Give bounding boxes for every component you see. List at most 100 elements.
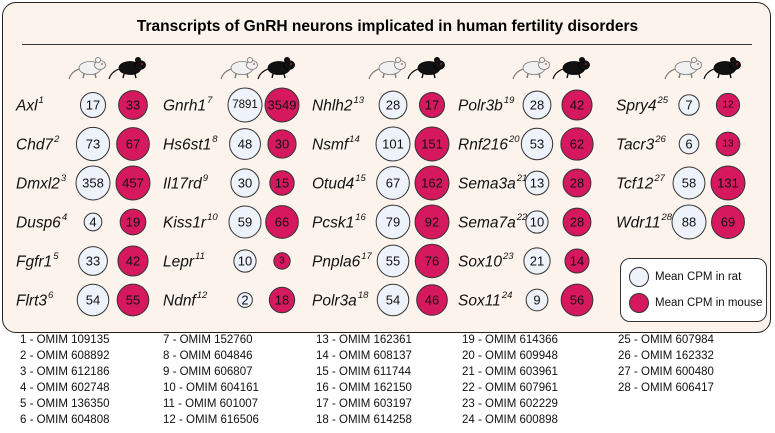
rat-cpm-circle (525, 210, 549, 234)
legend-mouse-swatch (629, 293, 649, 313)
gene-name: Polr3b (458, 98, 503, 115)
rat-cpm-circle (75, 126, 111, 162)
mouse-cpm-value: 131 (717, 176, 739, 191)
omim-ref-superscript: 14 (349, 134, 360, 145)
mouse-cpm-value: 14 (570, 254, 584, 269)
gene-name: Gnrh1 (163, 98, 206, 115)
omim-reference: 21 - OMIM 603961 (462, 366, 558, 378)
gene-name: Nsmf (312, 137, 350, 154)
mouse-cpm-circle (267, 129, 297, 159)
rat-cpm-circle (376, 166, 410, 200)
rat-cpm-value: 33 (86, 254, 100, 269)
title-divider (22, 44, 752, 45)
gene-name: Fgfr1 (16, 254, 52, 271)
rat-cpm-circle (671, 204, 707, 240)
mouse-cpm-value: 19 (126, 215, 140, 230)
mouse-cpm-value: 13 (722, 139, 734, 150)
omim-reference: 17 - OMIM 603197 (316, 398, 412, 410)
mouse-cpm-circle (117, 245, 149, 277)
legend-row-mouse: Mean CPM in mouse (629, 292, 762, 314)
rat-icon (68, 57, 106, 80)
rat-cpm-circle (524, 170, 550, 196)
mouse-cpm-circle (560, 127, 594, 161)
mouse-cpm-value: 46 (425, 293, 439, 308)
rat-cpm-circle (375, 204, 411, 240)
rat-cpm-circle (229, 128, 261, 160)
omim-reference: 23 - OMIM 602229 (462, 398, 558, 410)
omim-ref-superscript: 13 (354, 95, 365, 106)
gene-name: Lepr (163, 254, 195, 271)
mouse-cpm-value: 18 (275, 293, 289, 308)
mouse-cpm-circle (561, 89, 593, 121)
rat-cpm-circle (230, 168, 260, 198)
rat-cpm-circle (520, 127, 554, 161)
mouse-cpm-value: 69 (721, 215, 735, 230)
mouse-cpm-circle (715, 131, 741, 157)
omim-ref-superscript: 6 (48, 290, 54, 301)
omim-reference: 26 - OMIM 162332 (618, 350, 714, 362)
mouse-cpm-value: 42 (126, 254, 140, 269)
mouse-cpm-circle (116, 283, 150, 317)
mouse-cpm-circle (264, 87, 300, 123)
mouse-cpm-circle (418, 91, 446, 119)
omim-reference: 15 - OMIM 611744 (316, 366, 412, 378)
mouse-cpm-circle (562, 207, 592, 237)
omim-ref-superscript: 20 (508, 134, 520, 145)
rat-cpm-value: 79 (386, 215, 400, 230)
omim-reference: 2 - OMIM 608892 (20, 350, 110, 362)
gene-name: Chd7 (16, 137, 54, 154)
rat-cpm-value: 10 (238, 254, 252, 269)
omim-ref-superscript: 1 (39, 95, 44, 106)
mouse-cpm-value: 17 (425, 98, 439, 113)
omim-ref-superscript: 4 (62, 212, 67, 223)
omim-ref-superscript: 24 (501, 290, 513, 301)
rat-cpm-circle (375, 126, 411, 162)
omim-reference: 9 - OMIM 606807 (163, 366, 253, 378)
rat-cpm-value: 30 (238, 176, 252, 191)
rat-cpm-value: 54 (86, 293, 100, 308)
omim-reference: 16 - OMIM 162150 (316, 382, 412, 394)
gene-name: Ndnf (163, 293, 197, 310)
rat-cpm-circle (76, 283, 110, 317)
rat-cpm-value: 55 (386, 254, 400, 269)
rat-cpm-value: 58 (682, 176, 696, 191)
rat-cpm-circle (233, 249, 257, 273)
mouse-cpm-circle (414, 165, 450, 201)
gene-name: Dmxl2 (16, 176, 60, 193)
mouse-cpm-value: 33 (126, 98, 140, 113)
rat-cpm-circle (678, 94, 700, 116)
omim-reference: 14 - OMIM 608137 (316, 350, 412, 362)
rat-cpm-circle (672, 166, 706, 200)
omim-ref-superscript: 19 (504, 95, 515, 106)
omim-ref-superscript: 2 (53, 134, 60, 145)
figure-title: Transcripts of GnRH neurons implicated i… (136, 18, 639, 35)
gene-name: Tcf12 (616, 176, 654, 193)
rat-cpm-circle (75, 165, 111, 201)
omim-ref-superscript: 5 (53, 251, 59, 262)
omim-reference: 22 - OMIM 607961 (462, 382, 558, 394)
rat-cpm-value: 28 (386, 98, 400, 113)
omim-reference: 3 - OMIM 612186 (20, 366, 110, 378)
rat-cpm-value: 10 (530, 215, 544, 230)
mouse-cpm-circle (269, 170, 295, 196)
mouse-cpm-value: 162 (421, 176, 443, 191)
mouse-icon (407, 57, 445, 80)
omim-reference: 11 - OMIM 601007 (163, 398, 259, 410)
omim-reference: 27 - OMIM 600480 (618, 366, 714, 378)
mouse-cpm-circle (564, 248, 590, 274)
mouse-cpm-circle (116, 127, 150, 161)
mouse-cpm-circle (119, 208, 147, 236)
omim-ref-superscript: 26 (654, 134, 666, 145)
gene-name: Otud4 (312, 176, 355, 193)
rat-cpm-value: 17 (86, 98, 100, 113)
rat-cpm-value: 7891 (232, 99, 258, 111)
gene-name: Sema7a (458, 215, 516, 232)
omim-ref-superscript: 22 (516, 212, 528, 223)
mouse-cpm-value: 66 (275, 215, 289, 230)
rat-icon (512, 57, 550, 80)
omim-reference: 12 - OMIM 616506 (163, 414, 259, 426)
omim-reference: 6 - OMIM 604808 (20, 414, 110, 426)
rat-cpm-value: 88 (682, 215, 696, 230)
legend-row-rat: Mean CPM in rat (629, 266, 741, 288)
legend-mouse-label: Mean CPM in mouse (655, 297, 763, 309)
